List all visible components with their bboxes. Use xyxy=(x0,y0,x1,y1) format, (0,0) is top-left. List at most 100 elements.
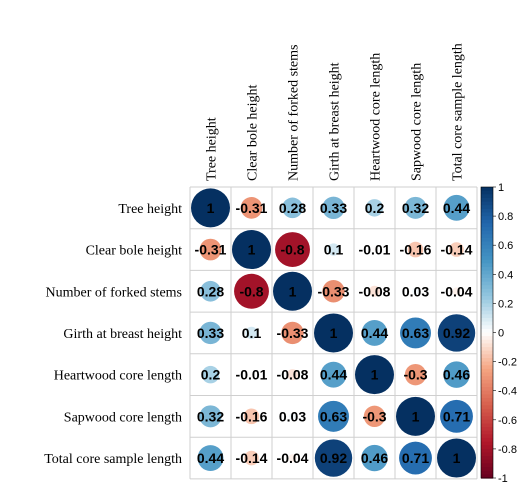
correlation-value: 0.1 xyxy=(324,242,344,258)
colorbar-segment xyxy=(481,281,493,286)
colorbar-segment xyxy=(481,252,493,257)
colorbar-segment xyxy=(481,339,493,345)
correlation-value: 0.44 xyxy=(361,325,388,341)
correlation-circle xyxy=(320,361,347,388)
colorbar-tick-label: 0.2 xyxy=(498,298,513,310)
correlation-circle xyxy=(361,444,388,472)
colorbar-segment xyxy=(481,223,493,228)
correlation-circle xyxy=(440,399,473,433)
correlation-value: 1 xyxy=(289,283,297,299)
correlation-value: 0.28 xyxy=(279,200,306,216)
colorbar-segment xyxy=(481,201,493,206)
correlation-value: 0.2 xyxy=(201,367,221,383)
correlation-value: -0.08 xyxy=(359,283,391,299)
correlation-value: 1 xyxy=(371,367,379,383)
colorbar-segment xyxy=(481,197,493,203)
correlation-value: -0.04 xyxy=(441,283,473,299)
colorbar-segment xyxy=(481,230,493,235)
correlation-value: 0.71 xyxy=(443,408,470,424)
colorbar-segment xyxy=(481,459,493,465)
row-labels: Tree height Clear bole height Number of fo… xyxy=(44,202,182,467)
colorbar-segment xyxy=(481,248,493,254)
correlation-value: 0.46 xyxy=(443,367,470,383)
column-label: Clear bole height xyxy=(246,84,261,181)
correlation-value: 0.1 xyxy=(242,325,262,341)
correlation-value: 0.32 xyxy=(197,408,224,424)
colorbar-segment xyxy=(481,350,493,355)
correlation-circle xyxy=(404,363,427,386)
colorbar-segment xyxy=(481,401,493,406)
correlation-value: -0.16 xyxy=(236,408,268,424)
correlation-circle xyxy=(282,197,303,219)
correlation-circle xyxy=(361,320,388,346)
correlation-value: 0.03 xyxy=(402,283,429,299)
column-label: Girth at breast height xyxy=(328,62,343,181)
column-label: Tree height xyxy=(205,117,220,181)
colorbar-segment xyxy=(481,336,493,341)
colorbar-tick-label: -0.2 xyxy=(498,357,517,369)
correlation-value: -0.16 xyxy=(400,242,432,258)
correlation-circle xyxy=(363,405,386,428)
correlation-circle xyxy=(322,280,345,303)
colorbar-segment xyxy=(481,419,493,425)
colorbar-segment xyxy=(481,321,493,326)
colorbar-segment xyxy=(481,208,493,214)
correlation-value: -0.14 xyxy=(441,242,473,258)
column-label: Sapwood core length xyxy=(410,63,425,181)
correlation-value: 0.28 xyxy=(197,283,224,299)
colorbar-segment xyxy=(481,434,493,439)
correlation-value: 0.92 xyxy=(443,325,470,341)
colorbar-segment xyxy=(481,365,493,370)
correlation-value: -0.8 xyxy=(280,242,304,258)
correlation-value: -0.8 xyxy=(239,283,263,299)
correlation-circle xyxy=(199,238,222,261)
colorbar-segment xyxy=(481,212,493,217)
colorbar-segment xyxy=(481,227,493,232)
colorbar-tick-label: 0.4 xyxy=(498,269,513,281)
correlation-circle xyxy=(449,242,464,257)
colorbar-segment xyxy=(481,467,493,472)
colorbar-segment xyxy=(481,361,493,366)
colorbar-segment xyxy=(481,376,493,381)
colorbar-segment xyxy=(481,347,493,352)
correlation-values: 1 -0.31 0.28 0.33 0.2 0.32 0.44-0.31 1 -0.8 0.1 -0… xyxy=(195,200,473,466)
colorbar-segment xyxy=(481,314,493,319)
colorbar-segment xyxy=(481,354,493,359)
colorbar-segment xyxy=(481,267,493,272)
colorbar-segment xyxy=(481,317,493,323)
correlation-circle xyxy=(191,188,230,228)
correlation-circle xyxy=(232,230,271,270)
correlation-value: 0.32 xyxy=(402,200,429,216)
colorbar-segment xyxy=(481,303,493,308)
correlation-value: -0.01 xyxy=(236,367,268,383)
column-label: Total core sample length xyxy=(451,43,466,181)
colorbar-segment xyxy=(481,397,493,403)
correlation-circle xyxy=(314,439,353,477)
row-label: Clear bole height xyxy=(86,244,183,259)
correlation-circles xyxy=(191,188,476,478)
correlation-value: 0.03 xyxy=(279,408,306,424)
correlation-circle xyxy=(404,196,427,219)
colorbar-segment xyxy=(481,452,493,457)
colorbar-segment xyxy=(481,427,493,432)
correlation-value: -0.04 xyxy=(277,450,309,466)
colorbar-segment xyxy=(481,445,493,450)
correlation-value: -0.08 xyxy=(277,367,309,383)
correlation-circle xyxy=(327,243,340,256)
correlation-circle xyxy=(249,372,254,377)
correlation-value: 0.44 xyxy=(320,367,347,383)
colorbar-segment xyxy=(481,408,493,414)
colorbar-segment xyxy=(481,285,493,290)
correlation-circle xyxy=(452,287,461,296)
colorbar-segment xyxy=(481,357,493,363)
colorbar-segment xyxy=(481,241,493,246)
colorbar-tick-label: -0.6 xyxy=(498,415,517,427)
correlation-circle xyxy=(443,194,470,221)
colorbar-tick-label: 0.8 xyxy=(498,211,513,223)
colorbar-segment xyxy=(481,416,493,421)
colorbar-segment xyxy=(481,474,493,479)
colorbar-segment xyxy=(481,259,493,264)
correlation-value: 0.92 xyxy=(320,450,347,466)
correlation-circle xyxy=(412,287,419,295)
